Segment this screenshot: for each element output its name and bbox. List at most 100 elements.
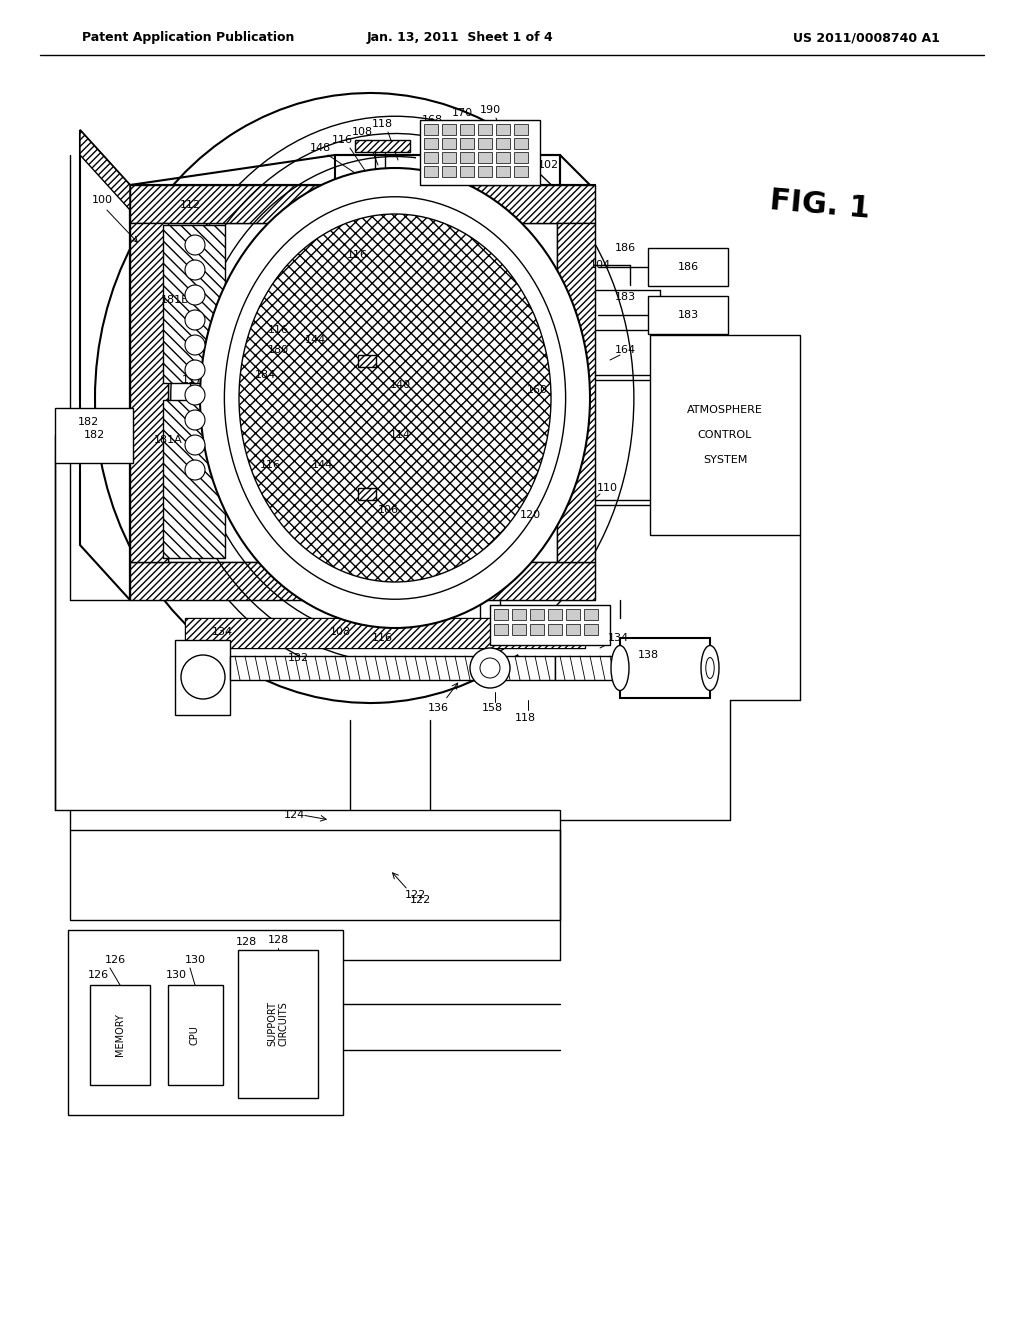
Ellipse shape [701,645,719,690]
Bar [566,609,580,620]
Bar [442,124,456,135]
Bar [512,609,526,620]
Text: 100: 100 [91,195,113,205]
Text: 134: 134 [607,634,629,643]
Text: SUPPORT
CIRCUITS: SUPPORT CIRCUITS [267,1002,289,1047]
Text: 126: 126 [87,970,109,979]
Bar [566,624,580,635]
Bar [478,152,492,162]
Bar [424,139,438,149]
Text: 186: 186 [678,261,698,272]
Bar [460,124,474,135]
Bar [478,124,492,135]
Text: 190: 190 [479,106,501,115]
Bar [185,618,585,648]
Bar [494,609,508,620]
Text: FIG. 1: FIG. 1 [769,186,871,224]
Bar [557,223,595,562]
Text: 136: 136 [427,704,449,713]
Bar [55,408,133,463]
Text: 148: 148 [309,143,331,153]
Text: 116: 116 [346,249,368,260]
Text: 116: 116 [259,459,281,470]
Bar [168,985,223,1085]
Ellipse shape [709,664,712,672]
Bar [584,609,598,620]
Text: 170: 170 [452,108,472,117]
Text: 130: 130 [166,970,186,979]
Text: 130: 130 [185,954,206,965]
Bar [358,355,376,367]
Bar [530,609,544,620]
Ellipse shape [707,660,713,676]
Circle shape [185,411,205,430]
Bar [358,488,376,500]
Bar [494,624,508,635]
Bar [424,166,438,177]
Bar [648,296,728,334]
Text: ATMOSPHERE: ATMOSPHERE [687,405,763,414]
Text: 183: 183 [678,310,698,319]
Bar [70,810,560,920]
Circle shape [185,285,205,305]
Text: 104: 104 [590,260,610,271]
Bar [478,166,492,177]
Text: 112: 112 [179,201,201,210]
Bar [424,152,438,162]
Circle shape [185,436,205,455]
Circle shape [470,648,510,688]
Text: Jan. 13, 2011  Sheet 1 of 4: Jan. 13, 2011 Sheet 1 of 4 [367,32,553,45]
Text: 116: 116 [372,634,392,643]
Circle shape [185,335,205,355]
Bar [512,624,526,635]
Text: 126: 126 [105,954,126,965]
Text: 114: 114 [389,430,411,440]
Bar [648,248,728,286]
Bar [496,124,510,135]
Circle shape [185,360,205,380]
Bar [548,609,562,620]
Bar [130,223,168,562]
Text: 108: 108 [330,627,350,638]
Text: 116: 116 [332,135,352,145]
Bar [555,656,635,680]
Ellipse shape [200,168,590,628]
Text: 180: 180 [267,345,289,355]
Circle shape [185,260,205,280]
Text: 120: 120 [519,510,541,520]
Bar [490,605,610,645]
Bar [496,166,510,177]
Text: 158: 158 [481,704,503,713]
Text: 132: 132 [288,653,308,663]
Text: CPU: CPU [190,1026,200,1045]
Polygon shape [80,129,130,601]
Text: 106: 106 [378,506,398,515]
Text: 102: 102 [538,160,558,170]
Text: 108: 108 [351,127,373,137]
Bar [650,335,800,535]
Text: 184: 184 [254,370,275,380]
Bar [238,950,318,1098]
Text: 124: 124 [284,810,304,820]
Bar [496,139,510,149]
Text: 181B: 181B [161,294,189,305]
Text: 128: 128 [268,935,289,945]
Text: 183: 183 [614,292,636,302]
Polygon shape [130,154,590,185]
Text: 164: 164 [614,345,636,355]
Bar [442,166,456,177]
Bar [460,152,474,162]
Text: 118: 118 [372,119,392,129]
Text: 140: 140 [389,380,411,389]
Bar [420,120,540,185]
Bar [442,139,456,149]
Bar [355,140,410,152]
Text: 144: 144 [304,335,326,345]
Ellipse shape [224,197,565,599]
Polygon shape [80,129,130,210]
Bar [514,166,528,177]
Circle shape [185,310,205,330]
Text: 116: 116 [267,325,289,335]
Bar [514,124,528,135]
Text: 122: 122 [404,890,426,900]
